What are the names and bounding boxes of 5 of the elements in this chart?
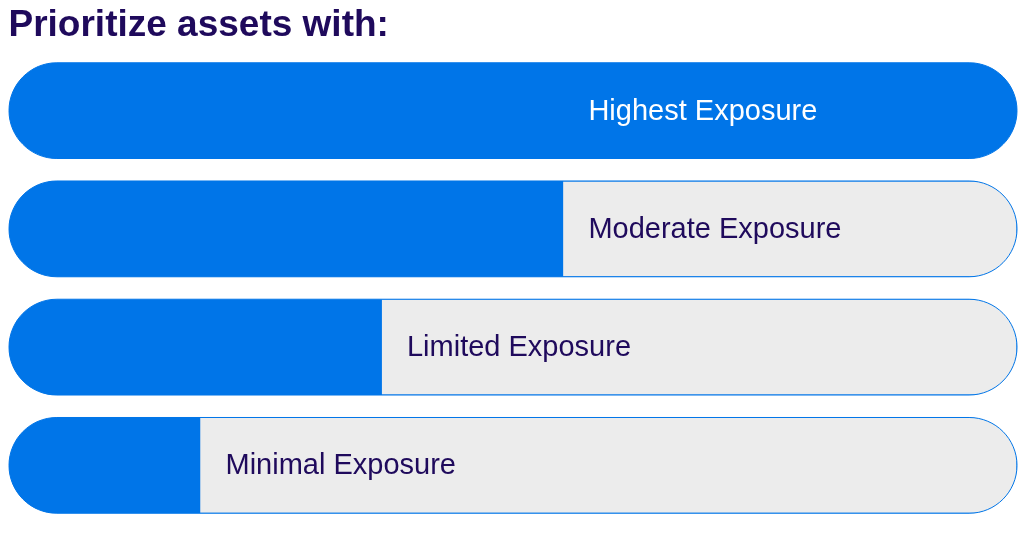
chart-title: Prioritize assets with:: [8, 3, 389, 44]
y-tick-label: Highest Exposure: [588, 93, 818, 126]
y-tick-label: Moderate Exposure: [588, 211, 842, 244]
y-tick-label: Minimal Exposure: [225, 448, 456, 481]
y-tick-label: Limited Exposure: [406, 330, 632, 363]
